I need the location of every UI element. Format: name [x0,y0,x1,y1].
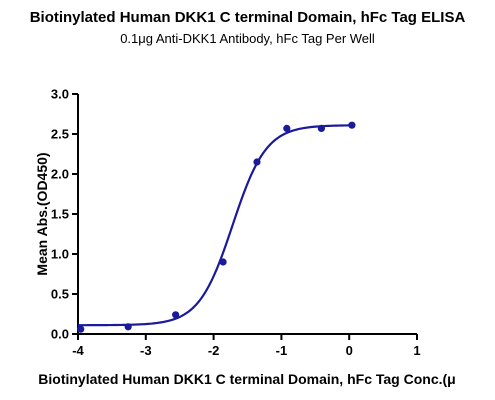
y-tick-label: 3.0 [51,87,69,102]
data-point [348,121,356,129]
x-tick-label: 0 [346,343,353,358]
y-tick-label: 1.0 [51,247,69,262]
data-point [172,311,180,319]
data-point [219,258,227,266]
fit-curve-line [78,124,353,327]
data-point [283,124,291,132]
data-point [317,124,326,132]
y-tick-label: 2.5 [51,127,69,142]
data-points-layer [77,121,356,333]
x-tick-label: -2 [208,343,220,358]
y-tick-label: 0.5 [51,287,69,302]
y-tick-label: 1.5 [51,207,69,222]
chart-subtitle: 0.1μg Anti-DKK1 Antibody, hFc Tag Per We… [120,31,375,46]
x-tick-label: 1 [413,343,420,358]
axes: 0.0 0.5 1.0 1.5 2.0 2.5 3.0 -4 -3 -2 -1 0 1 [51,87,421,359]
x-tick-label: -4 [72,343,84,358]
y-tick-label: 2.0 [51,167,69,182]
x-tick-label: -1 [276,343,288,358]
x-axis-label: Biotinylated Human DKK1 C terminal Domai… [38,371,455,387]
data-point [77,325,85,333]
x-tick-label: -3 [140,343,152,358]
y-axis-label: Mean Abs.(OD450) [34,152,50,275]
data-point [253,158,261,166]
data-point [124,323,132,331]
y-tick-label: 0.0 [51,327,69,342]
fit-curve-layer [78,124,353,327]
chart-title: Biotinylated Human DKK1 C terminal Domai… [29,9,466,26]
